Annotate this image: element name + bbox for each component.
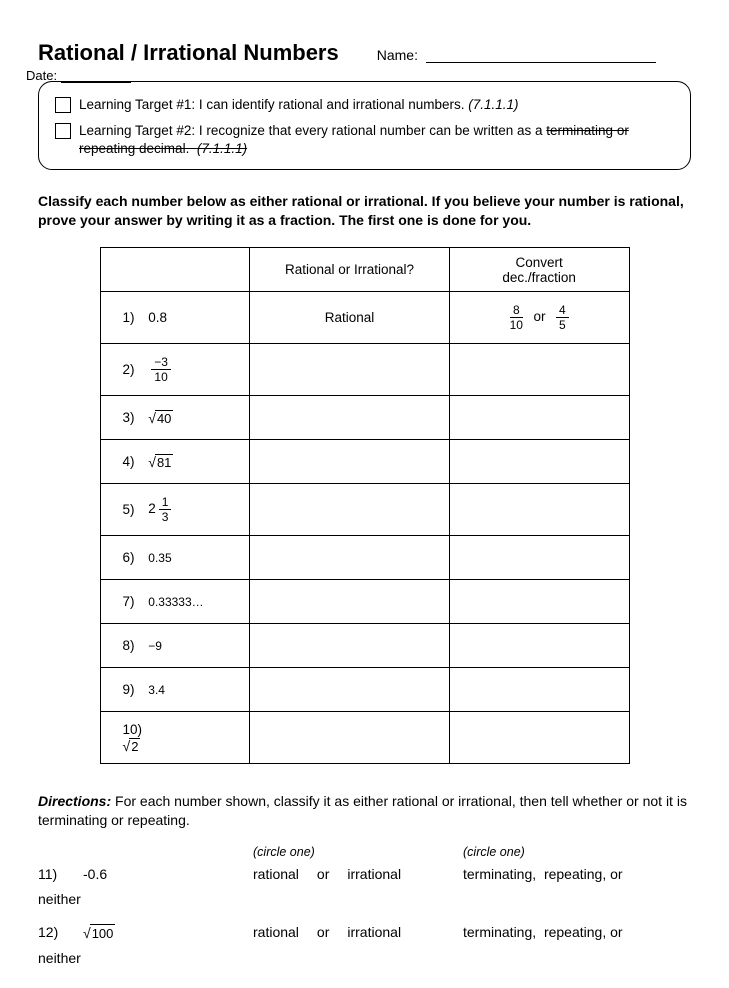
answer-cell[interactable] bbox=[250, 580, 450, 624]
name-blank-line[interactable] bbox=[426, 62, 656, 63]
learning-targets-box: Learning Target #1: I can identify ratio… bbox=[38, 81, 691, 170]
problem-cell: 1) 0.8 bbox=[100, 292, 250, 344]
sqrt-icon: 2 bbox=[123, 738, 141, 754]
fraction-4-5: 45 bbox=[556, 304, 569, 331]
convert-cell[interactable] bbox=[449, 440, 629, 484]
learning-target-1: Learning Target #1: I can identify ratio… bbox=[55, 96, 674, 114]
problem-cell: 6) 0.35 bbox=[100, 536, 250, 580]
answer-cell[interactable] bbox=[250, 440, 450, 484]
col-header-rational: Rational or Irrational? bbox=[250, 248, 450, 292]
problem-cell: 2) −310 bbox=[100, 344, 250, 396]
checkbox-icon[interactable] bbox=[55, 123, 71, 139]
header: Rational / Irrational Numbers Name: bbox=[38, 40, 691, 66]
problem-cell: 8) −9 bbox=[100, 624, 250, 668]
convert-cell[interactable] bbox=[449, 624, 629, 668]
answer-cell[interactable]: Rational bbox=[250, 292, 450, 344]
answer-cell[interactable] bbox=[250, 536, 450, 580]
problem-cell: 10) 2 bbox=[100, 712, 250, 764]
answer-cell[interactable] bbox=[250, 396, 450, 440]
table-row: 10) 2 bbox=[100, 712, 629, 764]
table-row: 8) −9 bbox=[100, 624, 629, 668]
worksheet-page: Rational / Irrational Numbers Name: Date… bbox=[0, 0, 729, 988]
table-row: 7) 0.33333… bbox=[100, 580, 629, 624]
convert-cell[interactable] bbox=[449, 344, 629, 396]
circle-one-headers: (circle one) (circle one) bbox=[38, 844, 691, 861]
terminating-options[interactable]: terminating, repeating, or bbox=[463, 923, 623, 942]
problem-cell: 4) 81 bbox=[100, 440, 250, 484]
col-header-blank bbox=[100, 248, 250, 292]
convert-cell[interactable]: 810 or 45 bbox=[449, 292, 629, 344]
terminating-options[interactable]: terminating, repeating, or bbox=[463, 865, 623, 884]
problem-cell: 5) 213 bbox=[100, 484, 250, 536]
target-text: Learning Target #2: I recognize that eve… bbox=[79, 122, 674, 158]
directions-text: For each number shown, classify it as ei… bbox=[38, 793, 687, 828]
fraction-1-3: 13 bbox=[159, 496, 172, 523]
answer-cell[interactable] bbox=[250, 344, 450, 396]
directions-block: Directions: For each number shown, class… bbox=[38, 792, 691, 967]
table-row: 2) −310 bbox=[100, 344, 629, 396]
neither-text: neither bbox=[38, 949, 691, 968]
question-row-12: 12) 100 rationalorirrational terminating… bbox=[38, 923, 691, 943]
problem-cell: 9) 3.4 bbox=[100, 668, 250, 712]
sqrt-icon: 40 bbox=[148, 410, 173, 426]
sqrt-icon: 81 bbox=[148, 454, 173, 470]
table-row: 9) 3.4 bbox=[100, 668, 629, 712]
page-title: Rational / Irrational Numbers bbox=[38, 40, 339, 66]
table-row: 4) 81 bbox=[100, 440, 629, 484]
convert-cell[interactable] bbox=[449, 536, 629, 580]
convert-cell[interactable] bbox=[449, 668, 629, 712]
name-field: Name: bbox=[357, 47, 656, 63]
convert-cell[interactable] bbox=[449, 396, 629, 440]
target-text: Learning Target #1: I can identify ratio… bbox=[79, 96, 519, 114]
checkbox-icon[interactable] bbox=[55, 97, 71, 113]
instructions-text: Classify each number below as either rat… bbox=[38, 192, 691, 230]
name-label: Name: bbox=[377, 47, 418, 63]
problem-cell: 7) 0.33333… bbox=[100, 580, 250, 624]
fraction-neg3-10: −310 bbox=[151, 356, 171, 383]
sqrt-icon: 100 bbox=[83, 924, 115, 943]
table-header-row: Rational or Irrational? Convertdec./frac… bbox=[100, 248, 629, 292]
answer-cell[interactable] bbox=[250, 668, 450, 712]
table-row: 6) 0.35 bbox=[100, 536, 629, 580]
table-row: 5) 213 bbox=[100, 484, 629, 536]
convert-cell[interactable] bbox=[449, 712, 629, 764]
answer-cell[interactable] bbox=[250, 484, 450, 536]
convert-cell[interactable] bbox=[449, 580, 629, 624]
rational-options[interactable]: rationalorirrational bbox=[253, 865, 463, 884]
rational-options[interactable]: rationalorirrational bbox=[253, 923, 463, 942]
directions-label: Directions: bbox=[38, 793, 111, 809]
neither-text: neither bbox=[38, 890, 691, 909]
question-row-11: 11) -0.6 rationalorirrational terminatin… bbox=[38, 865, 691, 884]
table-row: 3) 40 bbox=[100, 396, 629, 440]
col-header-convert: Convertdec./fraction bbox=[449, 248, 629, 292]
convert-cell[interactable] bbox=[449, 484, 629, 536]
answer-cell[interactable] bbox=[250, 624, 450, 668]
answer-cell[interactable] bbox=[250, 712, 450, 764]
classify-table: Rational or Irrational? Convertdec./frac… bbox=[100, 247, 630, 764]
fraction-8-10: 810 bbox=[510, 304, 523, 331]
learning-target-2: Learning Target #2: I recognize that eve… bbox=[55, 122, 674, 158]
problem-cell: 3) 40 bbox=[100, 396, 250, 440]
table-row: 1) 0.8 Rational 810 or 45 bbox=[100, 292, 629, 344]
